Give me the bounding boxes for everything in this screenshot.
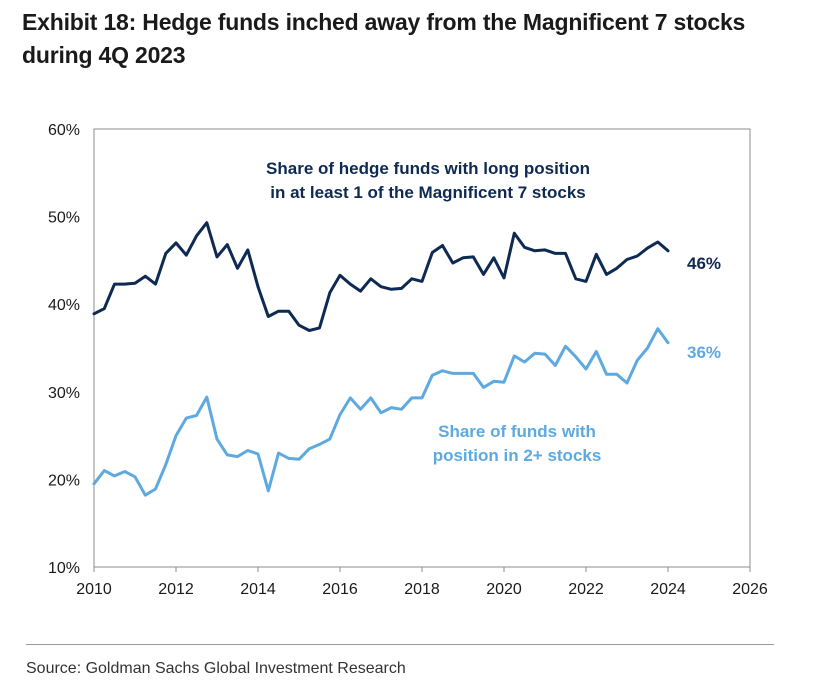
series-long-position-line bbox=[92, 221, 670, 332]
line-chart: 10% 20% 30% 40% 50% 60% 2010 2012 2014 2016 2018 20… bbox=[48, 122, 768, 598]
x-tick-label: 2010 bbox=[76, 581, 112, 598]
x-tick-label: 2020 bbox=[486, 581, 522, 598]
x-tick-label: 2014 bbox=[240, 581, 276, 598]
series-annotation: Share of funds with bbox=[438, 422, 596, 441]
x-tick-label: 2024 bbox=[650, 581, 686, 598]
y-tick-label: 10% bbox=[48, 560, 80, 577]
x-tick-label: 2016 bbox=[322, 581, 358, 598]
chart-axes: 10% 20% 30% 40% 50% 60% 2010 2012 2014 2016 2018 20… bbox=[48, 122, 768, 598]
x-tick-label: 2018 bbox=[404, 581, 440, 598]
chart-series bbox=[92, 221, 670, 497]
end-value-label: 46% bbox=[687, 254, 721, 273]
x-tick-label: 2012 bbox=[158, 581, 194, 598]
y-tick-label: 60% bbox=[48, 122, 80, 139]
x-tick-label: 2026 bbox=[732, 581, 768, 598]
y-tick-label: 40% bbox=[48, 297, 80, 314]
end-value-label: 36% bbox=[687, 343, 721, 362]
y-tick-label: 20% bbox=[48, 472, 80, 489]
series-annotation: in at least 1 of the Magnificent 7 stock… bbox=[270, 183, 586, 202]
series-two-plus-line bbox=[92, 327, 670, 497]
x-tick-label: 2022 bbox=[568, 581, 604, 598]
series-annotation: Share of hedge funds with long position bbox=[266, 159, 590, 178]
series-annotation: position in 2+ stocks bbox=[433, 446, 602, 465]
chart-title: Exhibit 18: Hedge funds inched away from… bbox=[22, 9, 746, 68]
chart-labels: Share of hedge funds with long position i… bbox=[266, 159, 721, 465]
y-tick-label: 30% bbox=[48, 385, 80, 402]
source-divider bbox=[26, 644, 774, 645]
y-tick-label: 50% bbox=[48, 210, 80, 227]
source-note: Source: Goldman Sachs Global Investment … bbox=[26, 660, 406, 677]
